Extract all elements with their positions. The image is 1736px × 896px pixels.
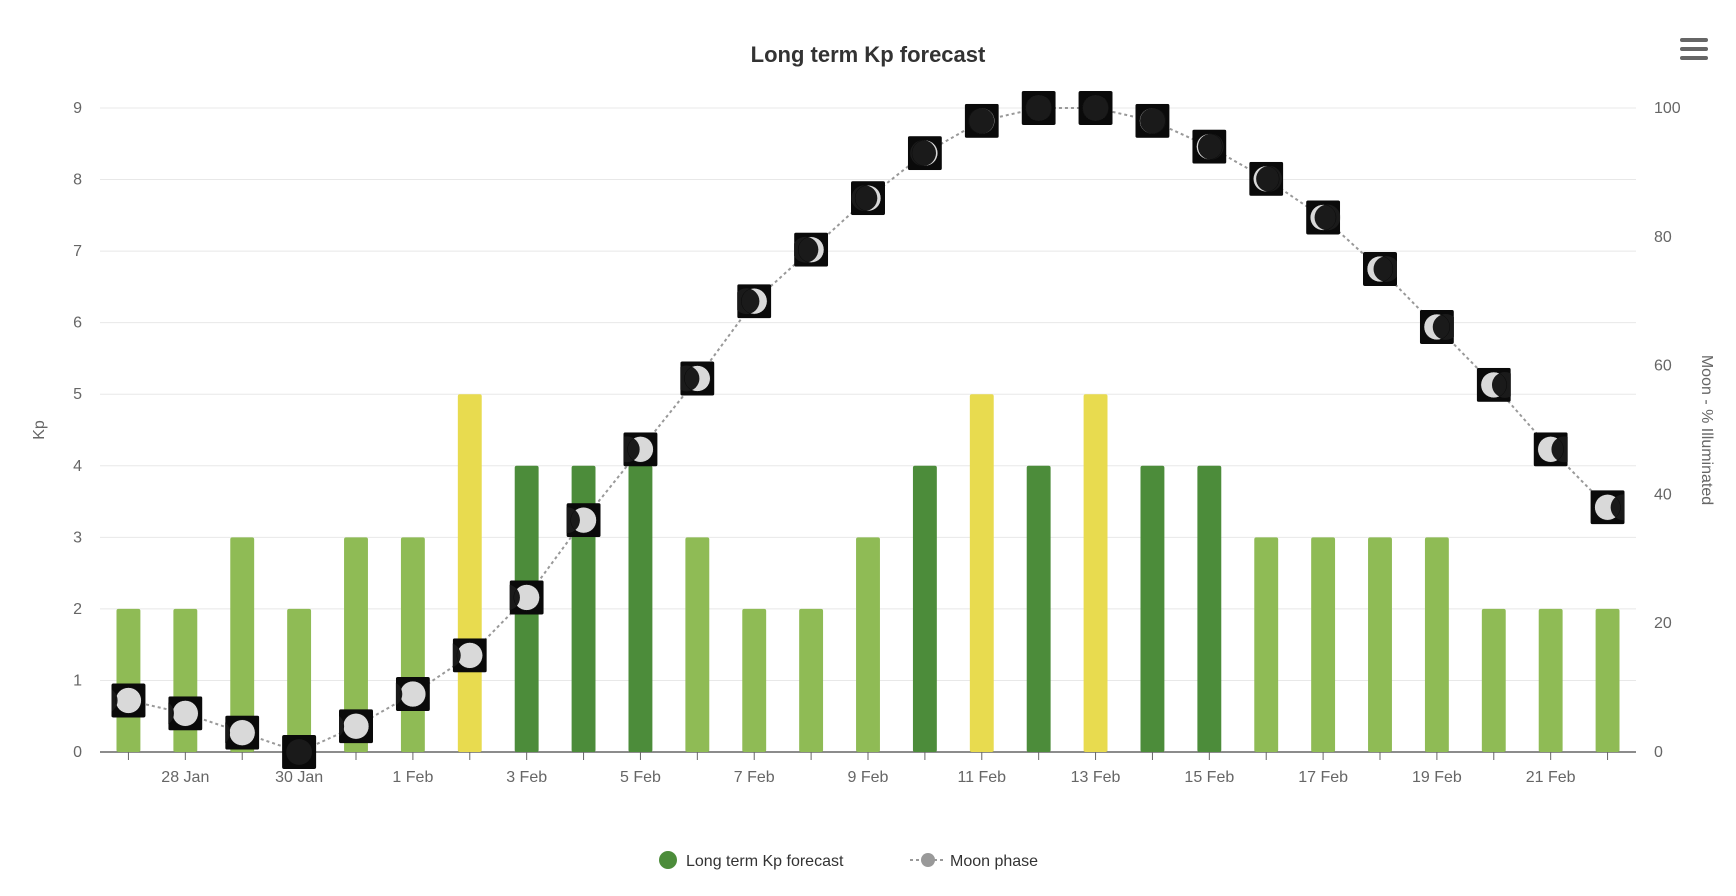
moon-marker bbox=[1306, 200, 1340, 234]
kp-bar bbox=[856, 537, 880, 752]
x-tick-label: 9 Feb bbox=[848, 769, 889, 786]
right-tick-label: 80 bbox=[1654, 229, 1672, 246]
kp-bar bbox=[287, 609, 311, 752]
x-tick-label: 7 Feb bbox=[734, 769, 775, 786]
moon-marker bbox=[435, 638, 487, 672]
moon-marker bbox=[1534, 432, 1578, 466]
right-tick-label: 20 bbox=[1654, 615, 1672, 632]
moon-marker bbox=[318, 709, 373, 743]
moon-marker bbox=[908, 136, 942, 170]
right-axis-label: Moon - % Illuminated bbox=[1698, 355, 1715, 505]
kp-bar bbox=[1596, 609, 1620, 752]
hamburger-menu-icon[interactable] bbox=[1680, 38, 1708, 60]
moon-marker bbox=[851, 181, 885, 215]
right-tick-label: 100 bbox=[1654, 100, 1681, 117]
x-tick-label: 15 Feb bbox=[1184, 769, 1234, 786]
moon-marker bbox=[1079, 91, 1113, 125]
moon-marker bbox=[793, 233, 829, 267]
x-tick-label: 19 Feb bbox=[1412, 769, 1462, 786]
kp-bar bbox=[1425, 537, 1449, 752]
kp-bar bbox=[173, 609, 197, 752]
moon-marker bbox=[554, 503, 600, 537]
moon-marker bbox=[614, 432, 658, 466]
kp-bar bbox=[1084, 394, 1108, 752]
kp-bar bbox=[1027, 466, 1051, 752]
kp-bar bbox=[913, 466, 937, 752]
moon-marker bbox=[1477, 368, 1518, 402]
x-tick-label: 17 Feb bbox=[1298, 769, 1348, 786]
right-tick-label: 40 bbox=[1654, 486, 1672, 503]
moon-marker bbox=[1420, 310, 1459, 344]
moon-marker bbox=[674, 361, 715, 395]
kp-bar bbox=[401, 537, 425, 752]
moon-marker bbox=[204, 716, 259, 750]
right-tick-label: 60 bbox=[1654, 358, 1672, 375]
kp-bar bbox=[799, 609, 823, 752]
left-tick-label: 6 bbox=[73, 315, 82, 332]
left-tick-label: 2 bbox=[73, 601, 82, 618]
moon-marker bbox=[1135, 104, 1169, 138]
moon-marker bbox=[734, 284, 772, 318]
moon-marker bbox=[1192, 130, 1226, 164]
x-tick-label: 30 Jan bbox=[275, 769, 323, 786]
left-tick-label: 1 bbox=[73, 672, 82, 689]
left-tick-label: 5 bbox=[73, 386, 82, 403]
moon-marker bbox=[148, 696, 202, 730]
moon-marker bbox=[1363, 252, 1399, 286]
chart-svg: Long term Kp forecast 28 Jan 30 Jan 1 Feb 3 … bbox=[0, 0, 1736, 896]
left-tick-label: 4 bbox=[73, 458, 82, 475]
moon-marker bbox=[1022, 91, 1056, 125]
x-tick-label: 5 Feb bbox=[620, 769, 661, 786]
right-tick-label: 0 bbox=[1654, 744, 1663, 761]
x-tick-label: 11 Feb bbox=[957, 769, 1006, 786]
moon-marker bbox=[376, 677, 429, 711]
kp-bar bbox=[628, 466, 652, 752]
left-tick-label: 0 bbox=[73, 744, 82, 761]
left-tick-label: 3 bbox=[73, 529, 82, 546]
left-tick-label: 7 bbox=[73, 243, 82, 260]
x-tick-label: 1 Feb bbox=[392, 769, 433, 786]
kp-bar bbox=[1482, 609, 1506, 752]
kp-bar bbox=[1254, 537, 1278, 752]
x-tick-label: 21 Feb bbox=[1526, 769, 1576, 786]
legend-label-kp: Long term Kp forecast bbox=[686, 853, 844, 870]
kp-bar bbox=[685, 537, 709, 752]
kp-bar bbox=[1197, 466, 1221, 752]
left-tick-label: 9 bbox=[73, 100, 82, 117]
chart-title: Long term Kp forecast bbox=[751, 42, 986, 67]
moon-marker bbox=[1591, 490, 1637, 524]
kp-bar bbox=[458, 394, 482, 752]
kp-forecast-chart: Long term Kp forecast 28 Jan 30 Jan 1 Feb 3 … bbox=[0, 0, 1736, 880]
legend-label-moon: Moon phase bbox=[950, 853, 1038, 870]
legend: Long term Kp forecast Moon phase bbox=[659, 851, 1038, 870]
moon-marker bbox=[1249, 162, 1283, 196]
left-tick-label: 8 bbox=[73, 172, 82, 189]
left-axis-label: Kp bbox=[31, 420, 48, 440]
x-tick-label: 28 Jan bbox=[161, 769, 209, 786]
kp-bar bbox=[1539, 609, 1563, 752]
x-tick-label: 13 Feb bbox=[1071, 769, 1121, 786]
moon-marker bbox=[92, 683, 146, 717]
kp-bar bbox=[116, 609, 140, 752]
x-tick-label: 3 Feb bbox=[506, 769, 547, 786]
kp-bar bbox=[1311, 537, 1335, 752]
kp-bar bbox=[1140, 466, 1164, 752]
moon-marker bbox=[965, 104, 999, 138]
kp-bar bbox=[1368, 537, 1392, 752]
moon-marker bbox=[282, 735, 316, 769]
kp-bar bbox=[970, 394, 994, 752]
kp-bar bbox=[742, 609, 766, 752]
